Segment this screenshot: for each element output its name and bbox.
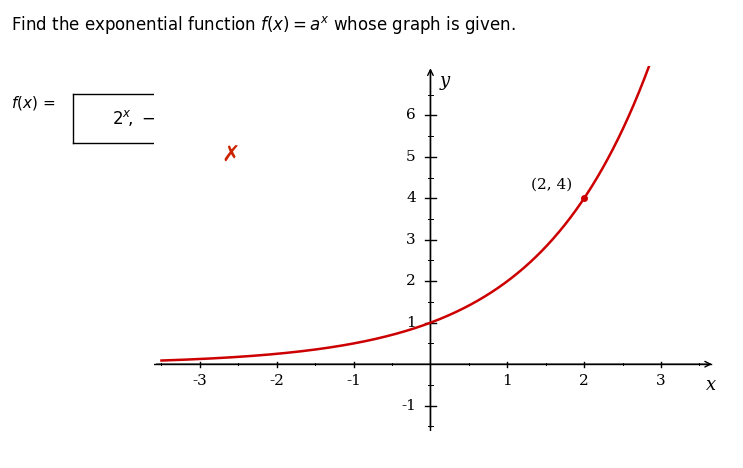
Text: 6: 6 <box>406 108 416 122</box>
Text: 5: 5 <box>406 150 416 164</box>
Text: $2^x\!,\, -2^x$: $2^x\!,\, -2^x$ <box>112 108 178 128</box>
Text: 4: 4 <box>406 191 416 205</box>
Text: -3: -3 <box>192 374 207 388</box>
Text: x: x <box>706 376 716 394</box>
Text: 2: 2 <box>406 274 416 288</box>
Text: Find the exponential function $f(x) = a^x$ whose graph is given.: Find the exponential function $f(x) = a^… <box>11 14 516 36</box>
Text: 1: 1 <box>406 316 416 330</box>
Text: 2: 2 <box>580 374 589 388</box>
Text: $f(x)$ =: $f(x)$ = <box>11 94 57 111</box>
Text: (2, 4): (2, 4) <box>531 178 573 192</box>
Text: ✗: ✗ <box>221 145 240 165</box>
Text: 1: 1 <box>502 374 512 388</box>
Text: 3: 3 <box>406 233 416 247</box>
Text: -1: -1 <box>346 374 361 388</box>
Text: 3: 3 <box>656 374 666 388</box>
Text: y: y <box>440 72 450 90</box>
Text: -1: -1 <box>401 399 416 413</box>
Text: -2: -2 <box>269 374 284 388</box>
